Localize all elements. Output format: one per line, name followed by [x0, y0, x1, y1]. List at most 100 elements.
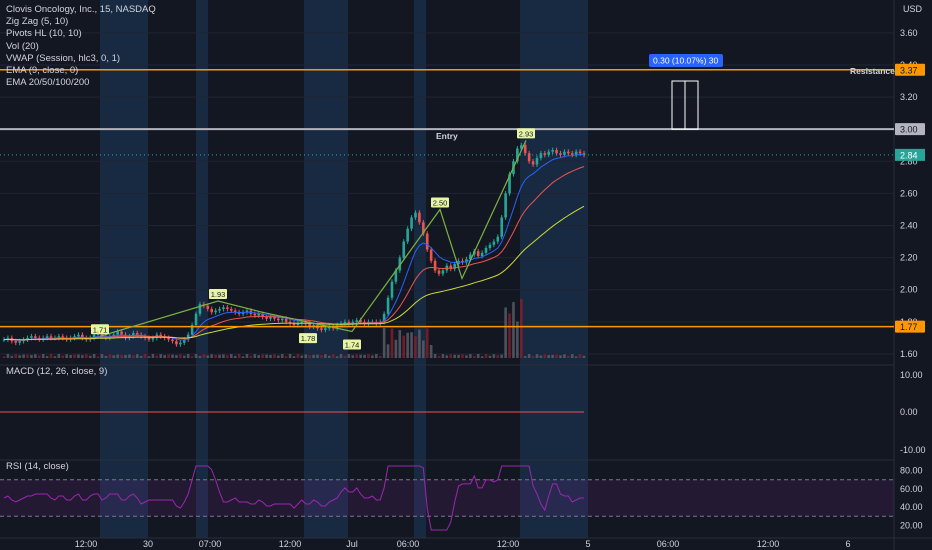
volume-bar: [198, 355, 202, 358]
volume-bar: [504, 307, 507, 358]
candle-body: [49, 336, 53, 338]
volume-bar: [402, 335, 406, 358]
candle-body: [300, 321, 304, 324]
indicator-vwap[interactable]: VWAP (Session, hlc3, 0, 1): [6, 52, 121, 64]
volume-bar: [14, 354, 18, 358]
candle-body: [198, 304, 202, 314]
time-tick-label: 5: [585, 539, 590, 549]
symbol-title[interactable]: Clovis Oncology, Inc., 15, NASDAQ: [6, 4, 156, 15]
volume-bar: [531, 356, 535, 358]
volume-bar: [371, 355, 374, 358]
chart-legend: Clovis Oncology, Inc., 15, NASDAQ Zig Za…: [6, 4, 156, 89]
volume-bar: [18, 355, 21, 358]
candle-body: [347, 321, 351, 324]
candle-body: [179, 342, 182, 345]
volume-bar: [241, 356, 245, 358]
candle-body: [182, 339, 186, 343]
volume-bar: [124, 354, 127, 358]
candle-body: [551, 150, 554, 152]
candle-body: [135, 333, 139, 335]
candle-body: [531, 161, 535, 165]
candle-body: [186, 334, 190, 340]
ema9-line: [3, 153, 585, 341]
volume-bar: [53, 356, 57, 358]
volume-bar: [570, 354, 574, 358]
volume-bar: [516, 321, 519, 358]
volume-bar: [6, 354, 10, 358]
level-text: Entry: [436, 131, 458, 141]
volume-bar: [249, 355, 253, 358]
candle-body: [253, 313, 257, 316]
volume-bar: [551, 354, 554, 358]
volume-bar: [465, 355, 468, 358]
indicator-ema-multi[interactable]: EMA 20/50/100/200: [6, 77, 90, 89]
candle-body: [159, 334, 163, 337]
candle-body: [394, 270, 398, 282]
candle-body: [570, 153, 574, 155]
volume-bar: [182, 355, 186, 358]
macd-tick-label: 10.00: [900, 370, 923, 380]
indicator-volume[interactable]: Vol (20): [6, 40, 39, 52]
indicator-ema9[interactable]: EMA (9, close, 0): [6, 65, 79, 77]
candle-body: [543, 153, 547, 155]
candle-body: [206, 305, 210, 310]
candle-body: [190, 325, 194, 335]
candle-body: [100, 333, 104, 337]
candle-body: [280, 318, 284, 321]
volume-bar: [10, 355, 14, 358]
candle-body: [171, 339, 174, 342]
volume-bar: [492, 354, 496, 358]
volume-bar: [578, 354, 582, 358]
volume-bar: [331, 354, 335, 358]
volume-bar: [461, 354, 464, 358]
volume-bar: [237, 354, 241, 358]
candle-body: [527, 153, 531, 162]
rsi-legend[interactable]: RSI (14, close): [6, 461, 69, 472]
candle-body: [218, 309, 221, 311]
volume-bar: [437, 355, 441, 358]
candle-body: [45, 336, 49, 338]
volume-bar: [523, 356, 527, 358]
volume-bar: [108, 354, 112, 358]
candle-body: [210, 309, 214, 313]
volume-bar: [206, 355, 210, 358]
candle-body: [284, 318, 288, 322]
volume-bar: [104, 355, 108, 358]
macd-legend[interactable]: MACD (12, 26, close, 9): [6, 366, 108, 377]
volume-bar: [363, 354, 366, 358]
volume-bar: [135, 354, 139, 358]
time-tick-label: 12:00: [75, 539, 98, 549]
zigzag-line: [99, 140, 527, 337]
candle-body: [449, 265, 453, 269]
candle-body: [582, 153, 586, 155]
candle-body: [484, 248, 488, 253]
candle-body: [547, 151, 551, 155]
candle-body: [410, 217, 413, 229]
volume-bar: [512, 302, 515, 358]
volume-bar: [292, 356, 296, 358]
volume-bar: [355, 354, 359, 358]
candle-body: [77, 334, 80, 337]
candle-body: [132, 333, 135, 337]
level-tag-label: 1.77: [900, 322, 918, 332]
candle-body: [414, 212, 417, 218]
candle-body: [273, 317, 276, 319]
volume-bar: [61, 355, 65, 358]
candle-body: [402, 241, 406, 258]
time-tick-label: 12:00: [279, 539, 302, 549]
price-tick-label: 3.60: [900, 28, 918, 38]
indicator-zigzag[interactable]: Zig Zag (5, 10): [6, 16, 69, 28]
volume-bar: [500, 354, 504, 358]
candle-body: [226, 307, 229, 310]
candle-body: [61, 336, 65, 338]
measure-label: 0.30 (10.07%) 30: [653, 56, 718, 66]
candle-body: [480, 252, 484, 257]
indicator-pivots[interactable]: Pivots HL (10, 10): [6, 28, 82, 40]
price-tick-label: 2.80: [900, 156, 918, 166]
volume-bar: [147, 356, 151, 358]
candle-body: [453, 264, 456, 269]
candle-body: [34, 336, 37, 338]
candle-body: [147, 337, 151, 340]
candle-body: [418, 212, 421, 223]
